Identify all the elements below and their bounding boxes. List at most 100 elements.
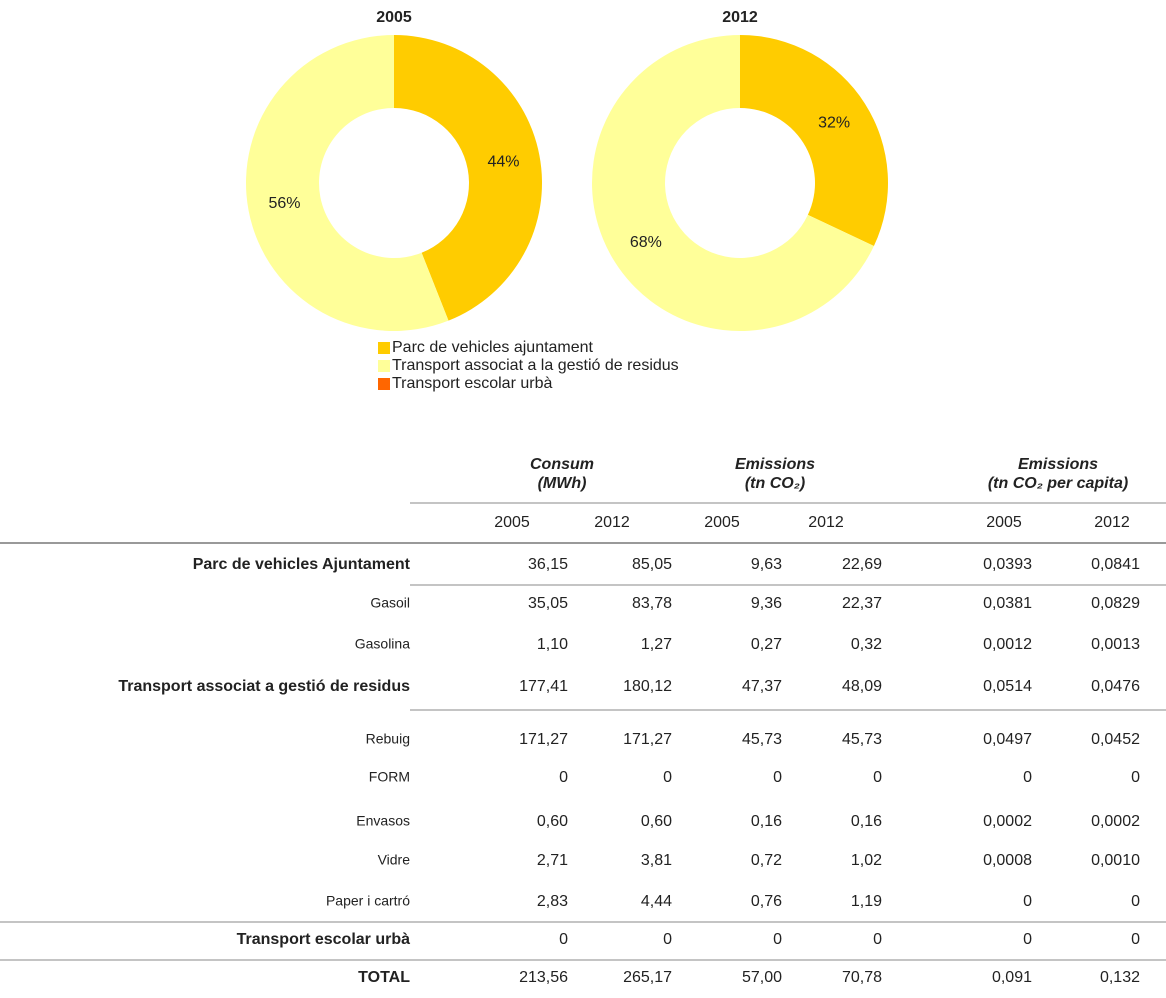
- cell: 0: [873, 931, 882, 948]
- cell: 0,60: [641, 813, 672, 830]
- chart-title: 2012: [722, 9, 758, 26]
- cell: 1,02: [851, 852, 882, 869]
- cell: 45,73: [742, 731, 782, 748]
- cell: 22,37: [842, 595, 882, 612]
- legend-label: Transport escolar urbà: [392, 375, 552, 392]
- data-label: 44%: [488, 153, 520, 170]
- cell: 9,63: [751, 556, 782, 573]
- cell: 0,0514: [983, 678, 1032, 695]
- row-label: Transport escolar urbà: [237, 931, 410, 948]
- data-label: 56%: [268, 195, 300, 212]
- cell: 0: [1131, 931, 1140, 948]
- cell: 0: [873, 769, 882, 786]
- cell: 4,44: [641, 893, 672, 910]
- legend-swatch: [378, 360, 390, 372]
- cell: 0: [1131, 769, 1140, 786]
- cell: 70,78: [842, 969, 882, 986]
- cell: 0: [559, 769, 568, 786]
- column-group-header: (MWh): [538, 475, 587, 492]
- donut-slice: [394, 35, 542, 321]
- cell: 0,60: [537, 813, 568, 830]
- cell: 0,32: [851, 636, 882, 653]
- cell: 45,73: [842, 731, 882, 748]
- cell: 0,16: [851, 813, 882, 830]
- column-group-header: Emissions: [1018, 456, 1098, 473]
- donut-slice: [592, 35, 874, 331]
- cell: 0,0012: [983, 636, 1032, 653]
- row-label: Paper i cartró: [326, 893, 410, 909]
- cell: 0: [773, 931, 782, 948]
- cell: 0,0010: [1091, 852, 1140, 869]
- cell: 0,27: [751, 636, 782, 653]
- column-header: 2012: [808, 514, 844, 531]
- cell: 0,0013: [1091, 636, 1140, 653]
- cell: 0,0008: [983, 852, 1032, 869]
- column-header: 2005: [494, 514, 530, 531]
- cell: 0: [1131, 893, 1140, 910]
- cell: 0,091: [992, 969, 1032, 986]
- cell: 0: [1023, 931, 1032, 948]
- row-label: Transport associat a gestió de residus: [118, 678, 410, 695]
- cell: 48,09: [842, 678, 882, 695]
- cell: 0: [559, 931, 568, 948]
- row-label: TOTAL: [358, 969, 410, 986]
- column-group-header: (tn CO₂): [745, 475, 805, 492]
- column-header: 2012: [594, 514, 630, 531]
- donut-slice: [740, 35, 888, 247]
- cell: 2,83: [537, 893, 568, 910]
- cell: 0,0393: [983, 556, 1032, 573]
- cell: 0,132: [1100, 969, 1140, 986]
- column-header: 2005: [986, 514, 1022, 531]
- data-label: 68%: [630, 234, 662, 251]
- row-label: Envasos: [356, 813, 410, 829]
- column-header: 2012: [1094, 514, 1130, 531]
- cell: 36,15: [528, 556, 568, 573]
- cell: 0,0002: [1091, 813, 1140, 830]
- cell: 1,27: [641, 636, 672, 653]
- cell: 0,0452: [1091, 731, 1140, 748]
- row-label: Vidre: [378, 852, 411, 868]
- cell: 0,0829: [1091, 595, 1140, 612]
- cell: 0: [773, 769, 782, 786]
- row-label: Rebuig: [366, 731, 410, 747]
- cell: 85,05: [632, 556, 672, 573]
- row-label: Gasolina: [355, 636, 410, 652]
- legend-swatch: [378, 342, 390, 354]
- column-group-header: Consum: [530, 456, 594, 473]
- cell: 0,72: [751, 852, 782, 869]
- chart-title: 2005: [376, 9, 412, 26]
- cell: 57,00: [742, 969, 782, 986]
- cell: 0,0476: [1091, 678, 1140, 695]
- row-label: FORM: [369, 769, 410, 785]
- cell: 1,19: [851, 893, 882, 910]
- cell: 265,17: [623, 969, 672, 986]
- cell: 171,27: [623, 731, 672, 748]
- cell: 83,78: [632, 595, 672, 612]
- data-label: 32%: [818, 114, 850, 131]
- cell: 0: [663, 769, 672, 786]
- legend-label: Transport associat a la gestió de residu…: [392, 357, 679, 374]
- cell: 22,69: [842, 556, 882, 573]
- cell: 0: [1023, 893, 1032, 910]
- cell: 0,76: [751, 893, 782, 910]
- row-label: Gasoil: [370, 595, 410, 611]
- cell: 0,0497: [983, 731, 1032, 748]
- cell: 0,0841: [1091, 556, 1140, 573]
- cell: 35,05: [528, 595, 568, 612]
- cell: 0,0002: [983, 813, 1032, 830]
- cell: 3,81: [641, 852, 672, 869]
- row-label: Parc de vehicles Ajuntament: [193, 556, 411, 573]
- cell: 213,56: [519, 969, 568, 986]
- cell: 171,27: [519, 731, 568, 748]
- column-header: 2005: [704, 514, 740, 531]
- cell: 0: [1023, 769, 1032, 786]
- cell: 180,12: [623, 678, 672, 695]
- cell: 177,41: [519, 678, 568, 695]
- column-group-header: (tn CO₂ per capita): [988, 475, 1128, 492]
- cell: 0,16: [751, 813, 782, 830]
- cell: 9,36: [751, 595, 782, 612]
- cell: 47,37: [742, 678, 782, 695]
- donut-slice: [246, 35, 449, 331]
- column-group-header: Emissions: [735, 456, 815, 473]
